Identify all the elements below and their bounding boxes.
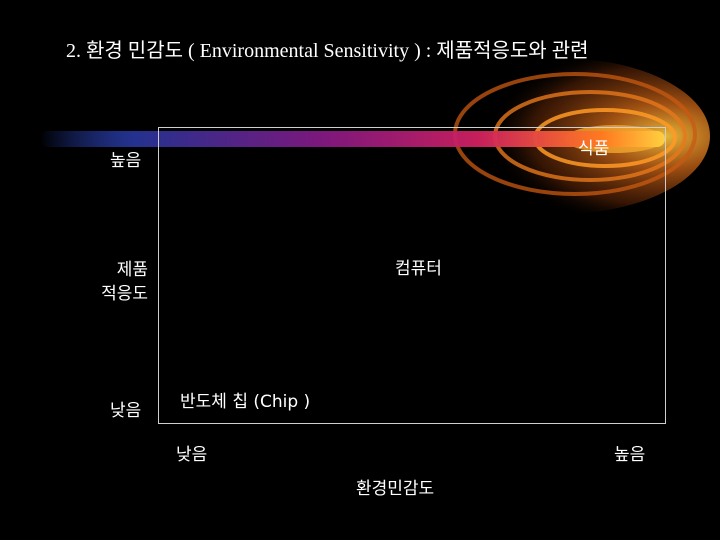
x-axis-low-label: 낮음 <box>176 445 208 465</box>
flare-beam <box>40 131 665 147</box>
y-axis-low-label: 낮음 <box>110 401 142 421</box>
point-computer-label: 컴퓨터 <box>395 259 442 279</box>
point-chip-label: 반도체 칩 (Chip ) <box>180 392 311 412</box>
y-axis-title-line2: 적응도 <box>101 284 148 304</box>
slide-title: 2. 환경 민감도 ( Environmental Sensitivity ) … <box>66 40 589 62</box>
y-axis-title-line1: 제품 <box>116 260 148 280</box>
point-food-label: 식품 <box>578 139 610 159</box>
chart-frame <box>158 127 666 424</box>
x-axis-title: 환경민감도 <box>356 479 435 499</box>
y-axis-title: 제품 적응도 <box>80 258 148 306</box>
x-axis-high-label: 높음 <box>614 445 646 465</box>
y-axis-high-label: 높음 <box>110 151 142 171</box>
